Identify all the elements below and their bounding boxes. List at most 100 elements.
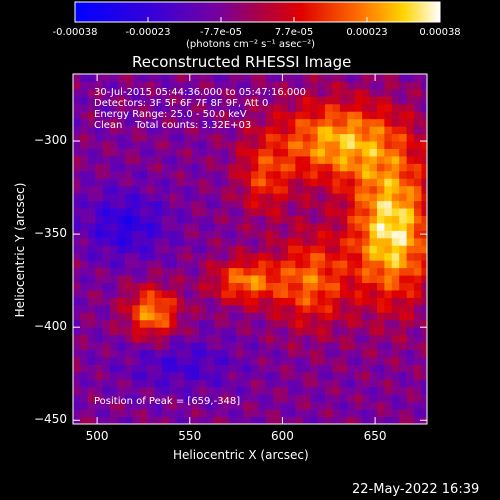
heatmap-cell — [295, 163, 304, 172]
heatmap-cell — [154, 81, 163, 90]
heatmap-cell — [280, 245, 289, 254]
heatmap-cell — [221, 260, 230, 269]
heatmap-cell — [280, 319, 289, 328]
heatmap-cell — [347, 111, 356, 120]
heatmap-cell — [369, 126, 378, 135]
heatmap-cell — [73, 237, 81, 246]
heatmap-cell — [236, 319, 245, 328]
heatmap-cell — [95, 379, 104, 388]
heatmap-cell — [362, 334, 371, 343]
heatmap-cell — [132, 193, 141, 202]
heatmap-cell — [176, 170, 185, 179]
heatmap-cell — [302, 394, 311, 403]
heatmap-cell — [199, 260, 207, 269]
heatmap-cell — [243, 126, 252, 135]
heatmap-cell — [169, 245, 178, 254]
heatmap-cell — [384, 230, 393, 239]
heatmap-cell — [295, 394, 304, 403]
heatmap-cell — [213, 349, 222, 358]
heatmap-cell — [110, 222, 118, 231]
heatmap-cell — [124, 364, 133, 373]
heatmap-cell — [124, 155, 133, 164]
heatmap-cell — [110, 312, 118, 321]
heatmap-cell — [310, 208, 319, 216]
heatmap-cell — [302, 386, 311, 395]
heatmap-cell — [406, 252, 415, 261]
heatmap-cell — [369, 334, 378, 343]
heatmap-cell — [325, 260, 333, 269]
heatmap-cell — [339, 103, 348, 112]
heatmap-cell — [399, 394, 408, 403]
heatmap-cell — [310, 126, 319, 135]
heatmap-cell — [258, 103, 267, 112]
heatmap-cell — [332, 193, 341, 202]
heatmap-cell — [310, 81, 319, 90]
heatmap-cell — [310, 282, 319, 291]
heatmap-cell — [354, 88, 363, 97]
heatmap-cell — [384, 208, 393, 216]
heatmap-cell — [206, 74, 215, 82]
heatmap-cell — [421, 141, 427, 149]
heatmap-cell — [258, 208, 267, 216]
heatmap-cell — [250, 356, 259, 365]
heatmap-cell — [265, 356, 274, 365]
heatmap-cell — [421, 289, 427, 298]
heatmap-cell — [124, 88, 133, 97]
heatmap-cell — [243, 297, 252, 306]
heatmap-cell — [369, 379, 378, 388]
heatmap-cell — [302, 222, 311, 231]
heatmap-cell — [80, 386, 89, 395]
heatmap-cell — [339, 170, 348, 179]
heatmap-cell — [117, 267, 126, 276]
heatmap-cell — [280, 267, 289, 276]
heatmap-cell — [362, 88, 371, 97]
heatmap-cell — [73, 364, 81, 373]
heatmap-cell — [250, 163, 259, 172]
heatmap-cell — [302, 88, 311, 97]
heatmap-cell — [317, 163, 326, 172]
heatmap-cell — [228, 349, 237, 358]
heatmap-cell — [414, 327, 422, 336]
heatmap-cell — [213, 386, 222, 395]
heatmap-cell — [302, 252, 311, 261]
heatmap-cell — [147, 289, 156, 298]
heatmap-cell — [332, 88, 341, 97]
heatmap-cell — [169, 319, 178, 328]
heatmap-cell — [354, 230, 363, 239]
heatmap-cell — [132, 208, 141, 216]
heatmap-cell — [221, 275, 230, 284]
heatmap-cell — [124, 386, 133, 395]
heatmap-cell — [339, 379, 348, 388]
heatmap-cell — [376, 416, 385, 424]
heatmap-cell — [347, 252, 356, 261]
heatmap-cell — [280, 289, 289, 298]
heatmap-cell — [347, 245, 356, 254]
heatmap-cell — [243, 371, 252, 380]
heatmap-cell — [176, 96, 185, 105]
heatmap-cell — [273, 379, 282, 388]
heatmap-cell — [332, 148, 341, 157]
heatmap-cell — [347, 319, 356, 328]
heatmap-cell — [273, 364, 282, 373]
heatmap-cell — [154, 289, 163, 298]
heatmap-cell — [213, 103, 222, 112]
heatmap-cell — [391, 103, 400, 112]
heatmap-cell — [184, 349, 193, 358]
heatmap-cell — [332, 163, 341, 172]
heatmap-cell — [347, 74, 356, 82]
heatmap-cell — [265, 222, 274, 231]
heatmap-cell — [139, 185, 148, 194]
heatmap-cell — [80, 334, 89, 343]
heatmap-cell — [302, 193, 311, 202]
heatmap-cell — [191, 349, 200, 358]
heatmap-cell — [295, 334, 304, 343]
heatmap-cell — [80, 267, 89, 276]
heatmap-cell — [399, 312, 408, 321]
heatmap-cell — [191, 416, 200, 424]
heatmap-cell — [339, 312, 348, 321]
heatmap-cell — [280, 379, 289, 388]
heatmap-cell — [280, 349, 289, 358]
heatmap-cell — [102, 215, 111, 224]
heatmap-cell — [384, 334, 393, 343]
